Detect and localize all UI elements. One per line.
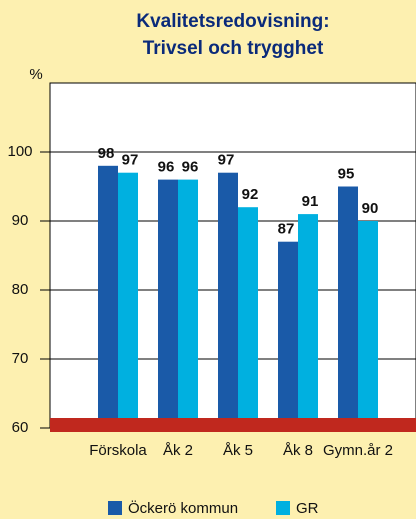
value-label: 91 <box>302 193 319 210</box>
x-tick-label: Åk 5 <box>223 442 253 459</box>
value-label: 90 <box>362 200 379 217</box>
value-label: 97 <box>218 152 235 169</box>
legend-swatch <box>276 501 290 515</box>
legend-swatch <box>108 501 122 515</box>
value-label: 95 <box>338 165 355 182</box>
y-tick-label: 100 <box>7 143 32 160</box>
y-tick-label: 80 <box>12 281 29 298</box>
bar <box>338 186 358 428</box>
chart-title: Kvalitetsredovisning: <box>136 11 329 32</box>
baseline-band <box>50 418 416 432</box>
x-tick-label: Gymn.år 2 <box>323 442 393 459</box>
value-label: 96 <box>158 159 175 176</box>
bar <box>218 172 238 428</box>
y-tick-label: 70 <box>12 350 29 367</box>
x-tick-label: Förskola <box>89 442 147 459</box>
value-label: 98 <box>98 145 115 162</box>
value-label: 97 <box>122 152 139 169</box>
y-tick-label: 90 <box>12 212 29 229</box>
legend-label: Öckerö kommun <box>128 499 238 517</box>
bar <box>118 172 138 428</box>
bar <box>178 179 198 428</box>
value-label: 92 <box>242 186 259 203</box>
chart-title: Trivsel och trygghet <box>143 38 324 59</box>
y-tick-label: 60 <box>12 419 29 436</box>
bar <box>238 207 258 428</box>
value-label: 87 <box>278 221 295 238</box>
bar <box>278 241 298 428</box>
bar <box>358 221 378 428</box>
bar <box>298 214 318 428</box>
y-axis-label: % <box>29 66 42 83</box>
legend-label: GR <box>296 500 319 517</box>
value-label: 96 <box>182 159 199 176</box>
bar <box>158 179 178 428</box>
bar <box>98 165 118 429</box>
x-tick-label: Åk 8 <box>283 442 313 459</box>
x-tick-label: Åk 2 <box>163 442 193 459</box>
